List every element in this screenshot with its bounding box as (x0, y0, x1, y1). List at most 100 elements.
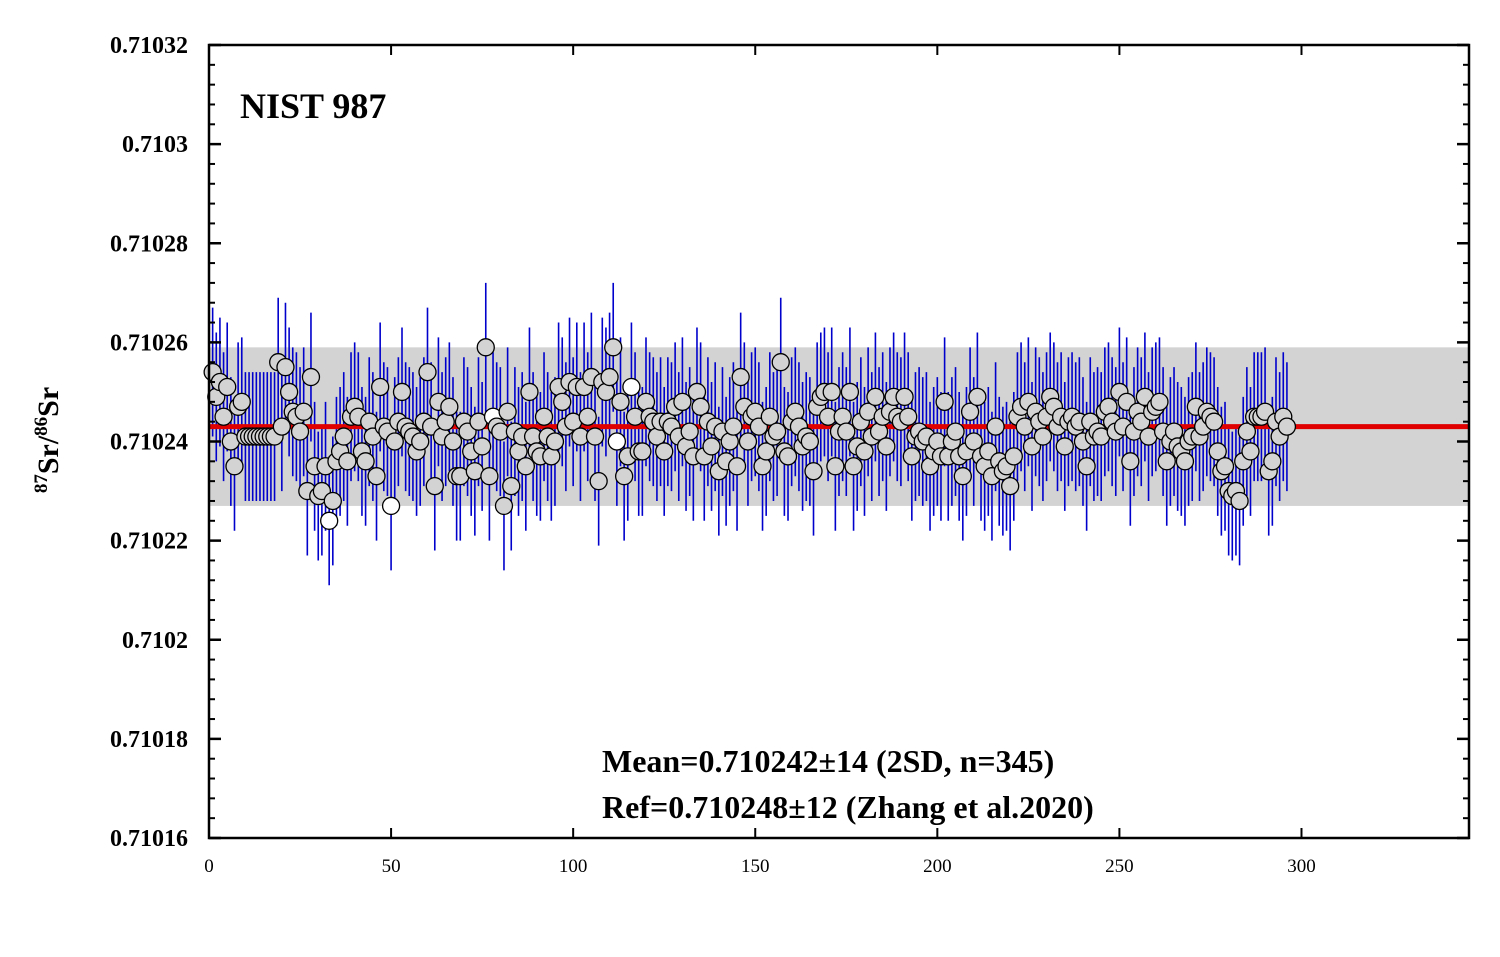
data-point (218, 377, 237, 397)
data-point (902, 447, 921, 466)
data-point (673, 392, 692, 412)
data-point (1263, 452, 1282, 471)
x-tick-label: 200 (923, 856, 952, 877)
data-point (385, 432, 404, 451)
data-point (1230, 491, 1249, 511)
data-point (381, 496, 401, 516)
y-tick-label: 0.71026 (110, 330, 188, 356)
data-point (323, 491, 342, 511)
data-point (866, 387, 885, 407)
data-point (1277, 417, 1297, 436)
data-point (520, 382, 539, 402)
data-point (494, 496, 514, 516)
y-axis-label: 87Sr/86Sr (31, 387, 65, 493)
data-point (822, 382, 841, 402)
data-point (1001, 476, 1020, 496)
data-point (272, 417, 291, 436)
data-point (604, 338, 623, 357)
data-point (392, 382, 412, 402)
data-point (1004, 447, 1023, 466)
data-point (301, 367, 321, 387)
y-tick-label: 0.71024 (110, 430, 188, 456)
y-tick-label: 0.71022 (110, 529, 188, 555)
data-point (727, 457, 747, 476)
y-axis-label-sup2: 86 (31, 417, 52, 436)
data-point (1237, 422, 1257, 441)
data-point (691, 397, 710, 416)
data-point (968, 387, 987, 407)
data-point (542, 447, 561, 466)
data-point (589, 471, 608, 491)
data-point (498, 402, 517, 421)
data-point (553, 392, 572, 412)
data-point (757, 442, 776, 461)
x-tick-label: 300 (1287, 856, 1316, 877)
data-point (778, 447, 798, 466)
data-point (946, 422, 965, 441)
y-tick-label: 0.7102 (122, 628, 188, 654)
data-point (411, 432, 430, 451)
data-point (964, 432, 983, 451)
data-point (760, 407, 779, 426)
data-point (225, 457, 244, 476)
data-point (1215, 457, 1235, 476)
data-point (578, 407, 597, 426)
y-axis-label-sup1: 87 (31, 474, 52, 494)
data-point (279, 382, 299, 402)
data-point-layer (203, 338, 1297, 530)
data-point (534, 407, 554, 426)
data-point (1121, 452, 1140, 471)
data-point (356, 452, 375, 471)
chart-title: NIST 987 (240, 86, 386, 126)
data-point (753, 457, 772, 476)
data-point (334, 427, 353, 446)
data-point (320, 511, 339, 530)
y-axis-label-base1: Sr/ (32, 435, 65, 474)
data-point (804, 462, 823, 481)
data-point (425, 476, 444, 496)
data-point (585, 427, 605, 446)
data-point (687, 382, 707, 402)
data-point (596, 382, 616, 402)
data-point (476, 338, 495, 357)
x-tick-label: 150 (741, 856, 770, 877)
x-tick-label: 0 (204, 856, 214, 877)
y-tick-label: 0.7103 (122, 132, 188, 158)
data-point (290, 422, 310, 441)
data-point (1208, 442, 1227, 461)
y-tick-label: 0.71032 (110, 33, 188, 59)
y-tick-label: 0.71016 (110, 826, 188, 852)
annotation-ref: Ref=0.710248±12 (Zhang et al.2020) (602, 789, 1094, 825)
data-point (986, 417, 1005, 436)
data-point (786, 402, 805, 421)
x-tick-label: 50 (382, 856, 401, 877)
y-tick-label: 0.71028 (110, 231, 188, 257)
data-point (953, 467, 972, 486)
data-point (1157, 452, 1176, 471)
data-point (826, 457, 845, 476)
data-point (214, 407, 233, 426)
data-point (516, 457, 535, 476)
data-point (935, 392, 954, 412)
data-point (724, 417, 743, 436)
data-point (1099, 397, 1118, 416)
data-point (855, 442, 874, 461)
data-point (294, 402, 313, 421)
data-point (1150, 392, 1169, 412)
data-point (607, 432, 627, 451)
data-point (418, 362, 437, 382)
data-point (600, 367, 619, 387)
data-point (1077, 457, 1096, 476)
data-point (480, 467, 499, 486)
data-point (545, 432, 565, 451)
data-point (840, 382, 860, 402)
data-point (443, 432, 463, 451)
data-point (720, 432, 739, 451)
y-tick-label: 0.71018 (110, 727, 188, 753)
data-point (338, 452, 357, 471)
data-point (960, 402, 980, 421)
data-point (655, 442, 674, 461)
data-point (1164, 422, 1184, 441)
y-axis-label-base2: Sr (32, 387, 65, 417)
